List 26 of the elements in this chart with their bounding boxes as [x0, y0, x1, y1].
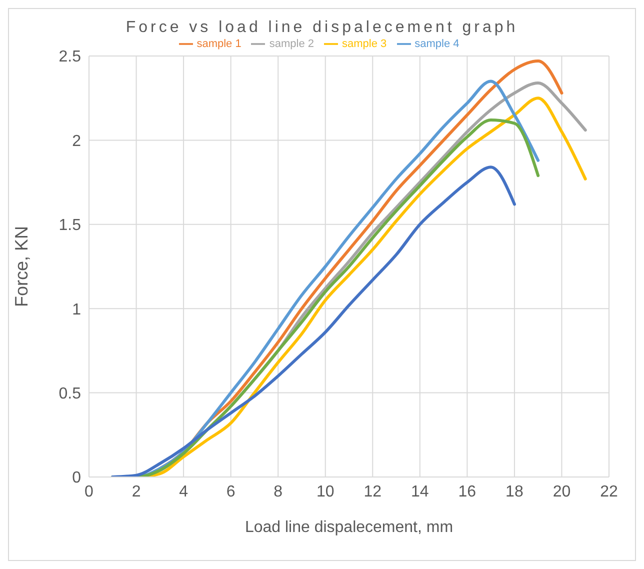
legend-label: sample 4	[414, 38, 460, 50]
legend-label: sample 2	[269, 38, 314, 50]
x-tick-label: 16	[458, 483, 476, 500]
x-tick-label: 20	[552, 483, 571, 500]
legend-label: sample 1	[196, 38, 242, 50]
x-tick-label: 0	[84, 483, 94, 500]
x-tick-label: 12	[364, 483, 382, 500]
x-tick-label: 4	[179, 483, 188, 500]
y-tick-label: 1.5	[58, 217, 82, 234]
x-tick-label: 22	[600, 483, 618, 500]
legend-label: sample 3	[342, 38, 387, 50]
y-tick-label: 2.5	[58, 48, 82, 66]
x-tick-label: 8	[274, 483, 283, 500]
x-tick-label: 6	[226, 483, 236, 500]
x-tick-label: 18	[506, 483, 524, 500]
x-tick-label: 2	[132, 483, 141, 500]
y-tick-label: 1	[72, 301, 82, 318]
y-tick-label: 2	[72, 132, 82, 150]
x-tick-label: 14	[411, 483, 429, 500]
x-axis-title: Load line dispalecement, mm	[244, 519, 454, 536]
x-tick-label: 10	[316, 483, 334, 500]
y-axis-title: Force, KN	[11, 226, 32, 308]
y-tick-label: 0.5	[58, 385, 82, 402]
line-series	[111, 166, 516, 477]
y-tick-label: 0	[72, 470, 82, 487]
chart-title: Force vs load line dispalecement graph	[124, 19, 520, 37]
